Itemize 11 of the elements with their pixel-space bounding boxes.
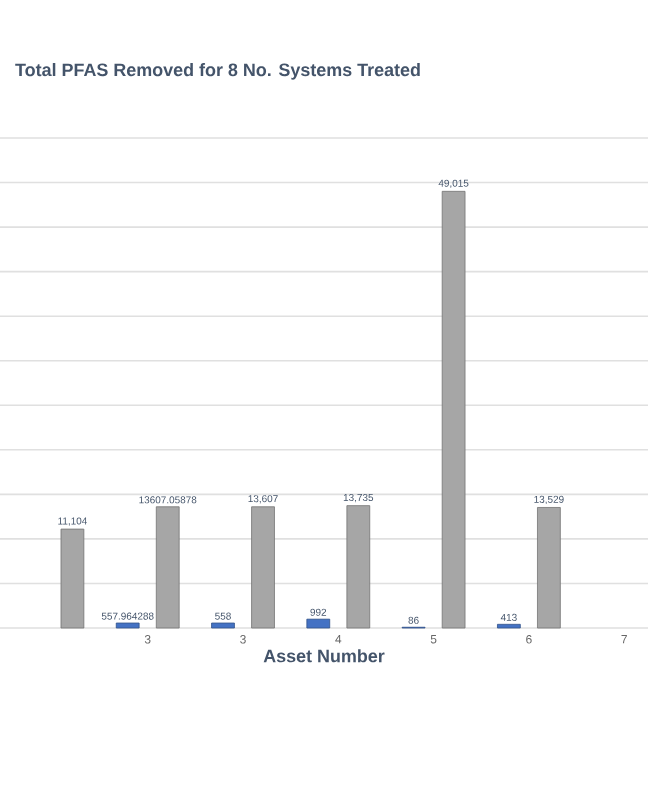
bar [115,622,140,629]
bar [537,507,561,629]
bar [306,618,331,629]
bar [251,506,275,629]
bar [441,190,466,629]
chart-title: Total PFAS Removed for 8 No. Systems Treated [15,63,420,80]
bar [155,506,180,629]
bar [211,622,235,629]
bar [60,528,85,629]
bar [346,505,371,629]
x-axis-title: Asset Number [263,649,385,663]
